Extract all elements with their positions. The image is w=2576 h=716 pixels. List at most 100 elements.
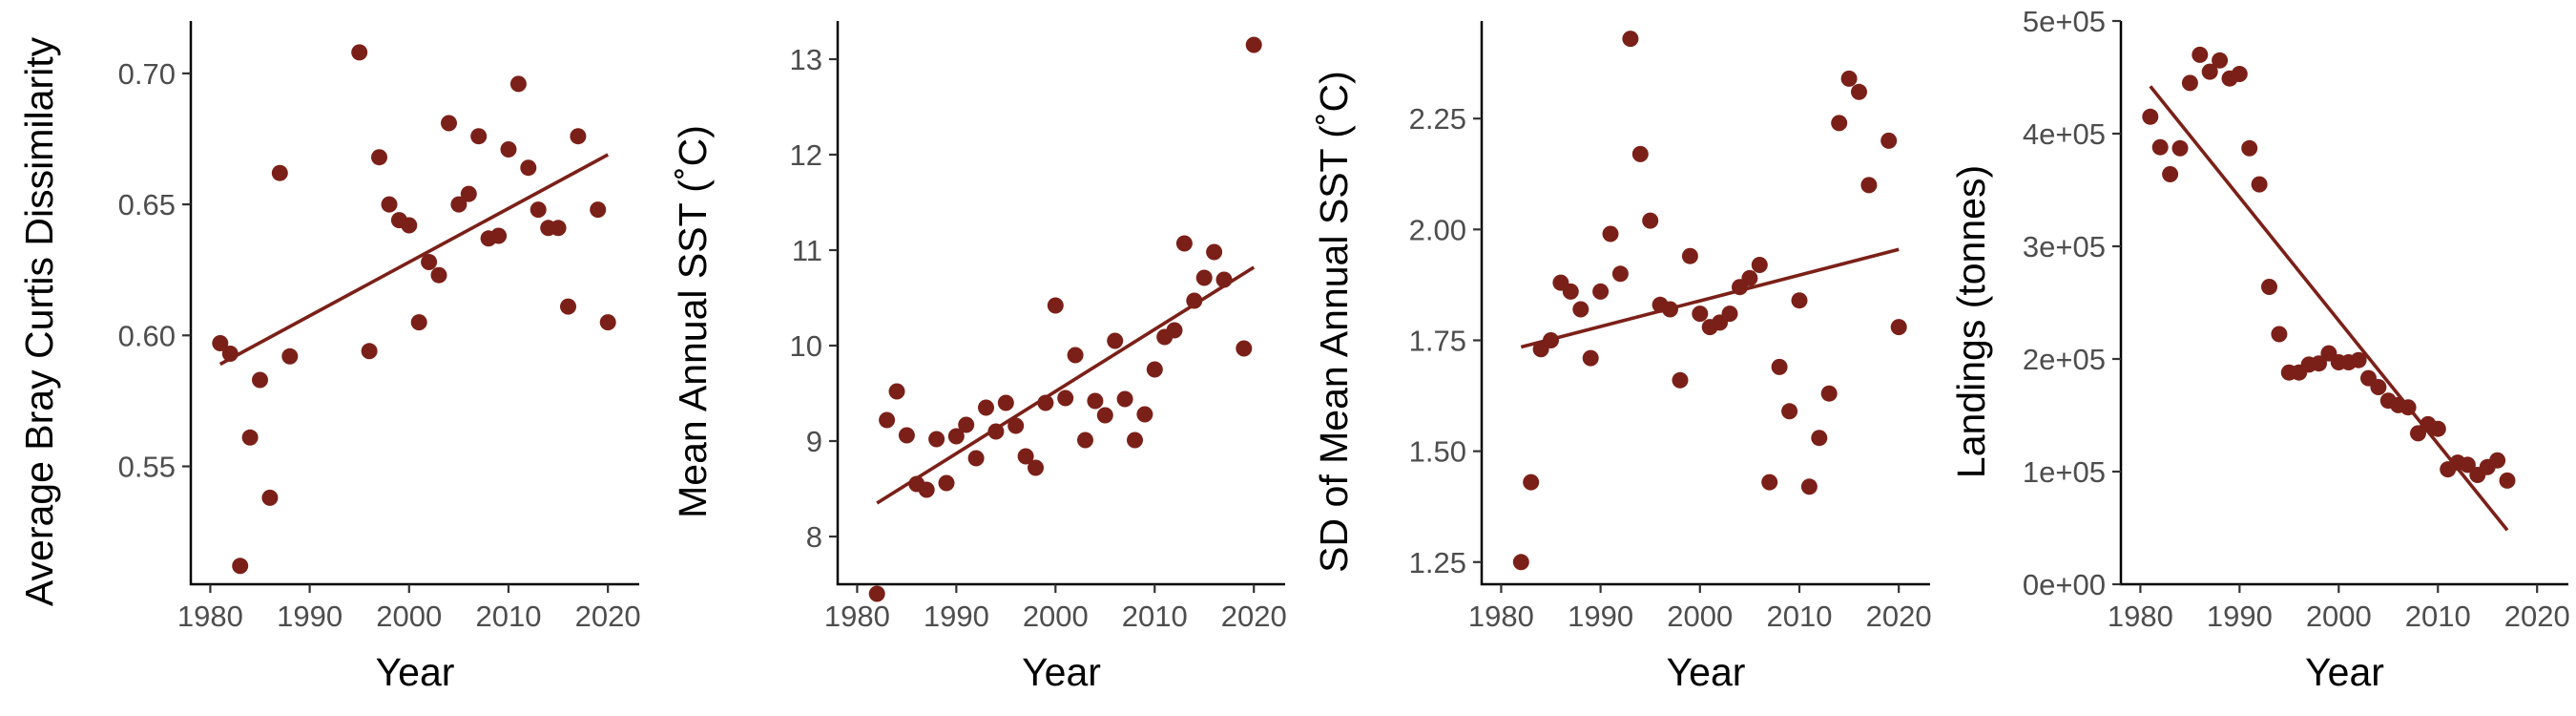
data-point: [1017, 448, 1034, 465]
data-point: [361, 343, 378, 360]
data-point: [421, 254, 438, 270]
y-tick-label: 5e+05: [2023, 5, 2106, 38]
panel-bray-curtis: 1980 1990 2000 2010 2020 0.55 0.60 0.65 0.70 Yea…: [17, 21, 641, 694]
data-point: [2271, 326, 2288, 343]
x-tick-label: 2000: [1023, 600, 1089, 633]
x-tick-label: 2010: [1766, 600, 1832, 633]
y-tick-label: 0.60: [118, 319, 176, 352]
panel-mean-annual-sst: 1980 1990 2000 2010 2020 8 9 10 11 12 13 Year Mean…: [671, 21, 1287, 694]
data-points: [212, 44, 616, 575]
trend-line: [2149, 85, 2509, 532]
data-point: [212, 335, 229, 351]
data-point: [1800, 478, 1818, 495]
x-tick-label: 1980: [824, 600, 890, 633]
x-tick-label: 2020: [2504, 600, 2570, 633]
x-tick-label: 2010: [2405, 600, 2471, 633]
data-point: [1721, 305, 1738, 323]
axis-lines: [836, 21, 1285, 586]
data-point: [1245, 36, 1262, 53]
data-point: [1851, 83, 1867, 100]
y-tick-label: 3e+05: [2023, 230, 2106, 263]
ticks: 1980 1990 2000 2010 2020 0e+00 1e+05 2e+05 3e+05…: [2023, 5, 2570, 633]
y-axis-title: Average Bray Curtis Dissimilarity: [17, 36, 61, 606]
data-point: [898, 427, 915, 444]
data-point: [1008, 417, 1025, 434]
y-tick-label: 11: [792, 234, 822, 267]
data-points: [868, 36, 1262, 602]
data-point: [1771, 358, 1788, 375]
data-point: [1195, 269, 1213, 286]
data-point: [590, 201, 607, 219]
data-point: [410, 314, 427, 331]
panel-landings: 1980 1990 2000 2010 2020 0e+00 1e+05 2e+05 3e+05…: [1949, 5, 2570, 694]
data-point: [1077, 432, 1093, 449]
data-point: [2429, 420, 2446, 437]
data-point: [1880, 132, 1898, 149]
data-point: [1611, 265, 1629, 283]
data-point: [281, 347, 299, 365]
x-tick-label: 1990: [1568, 600, 1633, 633]
data-point: [868, 585, 885, 602]
y-tick-label: 1.75: [1409, 324, 1466, 357]
data-point: [430, 266, 447, 284]
x-tick-label: 1990: [924, 600, 989, 633]
y-tick-label: 10: [790, 329, 822, 363]
data-point: [1761, 474, 1778, 491]
x-tick-label: 2010: [475, 600, 541, 633]
data-point: [232, 558, 249, 575]
data-point: [1692, 305, 1709, 323]
data-point: [1781, 403, 1798, 420]
data-point: [2489, 452, 2506, 469]
y-tick-label: 0e+00: [2023, 568, 2106, 601]
data-point: [958, 416, 975, 433]
data-point: [1206, 243, 1223, 261]
data-point: [918, 481, 935, 498]
data-point: [261, 489, 279, 506]
data-point: [2370, 379, 2387, 395]
data-point: [967, 450, 985, 467]
data-point: [1602, 225, 1619, 242]
y-tick-label: 9: [806, 425, 822, 458]
data-point: [1047, 297, 1064, 314]
trend-line: [218, 153, 610, 367]
x-axis-title: Year: [1667, 650, 1746, 694]
y-tick-label: 1.25: [1409, 546, 1466, 579]
data-point: [2192, 46, 2209, 63]
ticks: 1980 1990 2000 2010 2020 1.25 1.50 1.75 2.00 2.25: [1409, 102, 1932, 633]
data-point: [2311, 355, 2327, 372]
x-tick-label: 1980: [177, 600, 243, 633]
data-point: [1096, 407, 1113, 424]
data-point: [1860, 177, 1878, 194]
data-point: [509, 75, 527, 93]
data-point: [2251, 176, 2268, 193]
data-point: [1127, 432, 1143, 449]
x-tick-label: 2020: [1866, 600, 1932, 633]
data-point: [490, 227, 508, 244]
data-point: [1572, 301, 1589, 318]
x-axis-title: Year: [1022, 650, 1101, 694]
y-tick-label: 4e+05: [2023, 117, 2106, 151]
data-point: [450, 196, 467, 213]
data-point: [441, 115, 457, 132]
y-axis-title: Landings (tonnes): [1949, 165, 1993, 478]
y-axis-title: SD of Mean Annual SST (˚C): [1312, 71, 1356, 573]
data-point: [599, 314, 616, 331]
data-point: [1741, 269, 1758, 286]
panel-sd-sst: 1980 1990 2000 2010 2020 1.25 1.50 1.75 2.00 2.25…: [1312, 21, 1932, 694]
data-point: [2212, 52, 2229, 69]
data-point: [2181, 74, 2198, 92]
x-tick-label: 2000: [1667, 600, 1733, 633]
y-tick-label: 12: [790, 138, 822, 172]
x-tick-label: 1980: [1468, 600, 1534, 633]
ticks: 1980 1990 2000 2010 2020 0.55 0.60 0.65 0.70: [118, 57, 641, 633]
y-tick-label: 8: [806, 520, 822, 554]
data-point: [1236, 340, 1253, 357]
data-point: [1820, 385, 1838, 402]
data-point: [1175, 235, 1193, 252]
data-point: [2241, 139, 2258, 157]
x-tick-label: 2010: [1122, 600, 1188, 633]
data-point: [460, 185, 477, 202]
data-point: [570, 128, 587, 145]
data-point: [1116, 390, 1133, 408]
